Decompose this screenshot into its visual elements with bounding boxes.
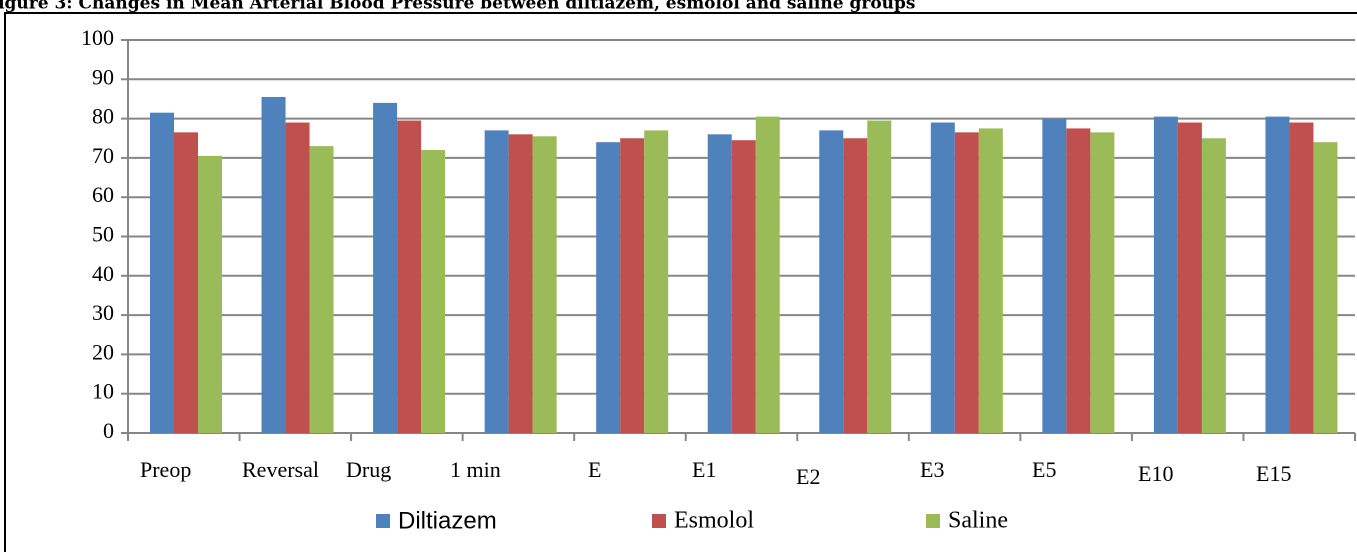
y-tick-label: 40 bbox=[92, 261, 114, 286]
bar bbox=[1153, 116, 1178, 433]
bar bbox=[397, 120, 422, 433]
bar bbox=[978, 128, 1003, 434]
bar bbox=[644, 130, 669, 433]
bar bbox=[1066, 128, 1091, 434]
bar bbox=[930, 122, 955, 433]
legend-label: Esmolol bbox=[674, 508, 754, 534]
legend-swatch bbox=[926, 514, 940, 528]
bar bbox=[596, 142, 621, 433]
bar bbox=[819, 130, 844, 433]
bar bbox=[867, 120, 892, 433]
x-tick-label: E1 bbox=[692, 457, 716, 482]
x-tick-label: Preop bbox=[140, 457, 191, 482]
x-tick-label: E10 bbox=[1138, 461, 1173, 486]
y-tick-label: 20 bbox=[92, 339, 114, 364]
chart-title: Figure 3: Changes in Mean Arterial Blood… bbox=[0, 0, 915, 14]
x-tick-label: Drug bbox=[346, 457, 391, 482]
bar bbox=[484, 130, 509, 433]
bar bbox=[1090, 132, 1115, 434]
bar bbox=[261, 96, 286, 434]
bar bbox=[843, 138, 868, 433]
bar bbox=[1289, 122, 1314, 433]
bar bbox=[198, 155, 222, 433]
bar bbox=[532, 136, 557, 433]
legend-label: Saline bbox=[948, 508, 1008, 534]
y-tick-label: 30 bbox=[92, 300, 114, 325]
bar bbox=[1313, 142, 1338, 433]
bar bbox=[1201, 138, 1226, 433]
chart-frame bbox=[4, 12, 1357, 552]
x-tick-label: E5 bbox=[1032, 457, 1056, 482]
x-tick-label: E15 bbox=[1256, 461, 1291, 486]
x-tick-label: E2 bbox=[796, 464, 820, 489]
y-tick-label: 60 bbox=[92, 182, 114, 207]
bar bbox=[285, 122, 310, 433]
bar bbox=[954, 132, 979, 434]
legend-label: Diltiazem bbox=[398, 507, 497, 534]
y-tick-label: 100 bbox=[81, 25, 114, 50]
bar bbox=[421, 150, 446, 434]
bar bbox=[373, 102, 398, 433]
bar bbox=[731, 140, 756, 433]
y-tick-label: 80 bbox=[92, 104, 114, 129]
bar bbox=[309, 146, 334, 434]
legend-swatch bbox=[376, 514, 390, 528]
x-tick-label: E bbox=[588, 457, 601, 482]
bar bbox=[1177, 122, 1202, 433]
bar bbox=[1042, 118, 1067, 433]
bar bbox=[707, 134, 732, 433]
bar bbox=[150, 112, 174, 433]
bar bbox=[1265, 116, 1290, 433]
y-tick-label: 90 bbox=[92, 64, 114, 89]
bar bbox=[755, 116, 780, 433]
y-tick-label: 10 bbox=[92, 379, 114, 404]
y-tick-label: 50 bbox=[92, 222, 114, 247]
bar bbox=[620, 138, 645, 433]
x-tick-label: 1 min bbox=[450, 457, 501, 482]
y-tick-label: 0 bbox=[103, 418, 114, 443]
bar bbox=[508, 134, 533, 433]
legend-swatch bbox=[652, 514, 666, 528]
x-tick-label: E3 bbox=[920, 457, 944, 482]
y-tick-label: 70 bbox=[92, 143, 114, 168]
x-tick-label: Reversal bbox=[242, 457, 319, 482]
bar bbox=[174, 132, 198, 434]
